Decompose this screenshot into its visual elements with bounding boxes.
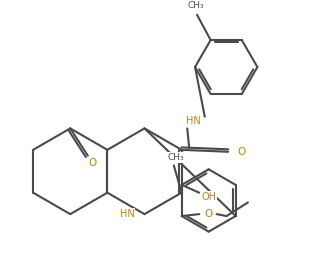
Text: HN: HN xyxy=(186,116,200,126)
Text: O: O xyxy=(238,147,246,157)
Text: HN: HN xyxy=(120,209,134,219)
Text: O: O xyxy=(88,159,97,168)
Text: CH₃: CH₃ xyxy=(188,1,204,10)
Text: CH₃: CH₃ xyxy=(168,153,184,162)
Text: O: O xyxy=(205,209,213,219)
Text: OH: OH xyxy=(202,191,217,202)
